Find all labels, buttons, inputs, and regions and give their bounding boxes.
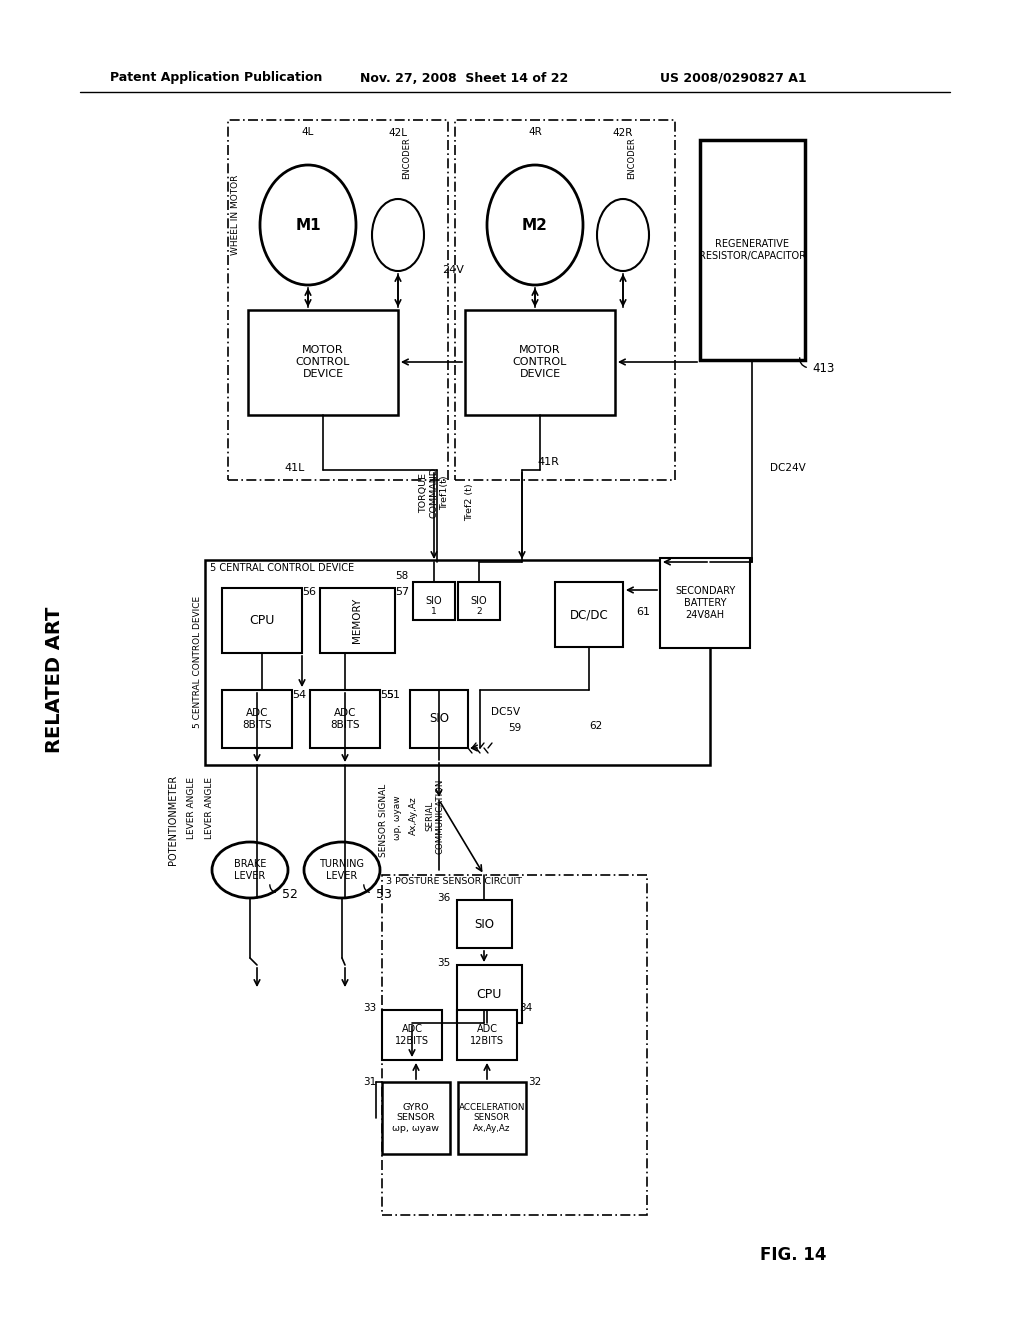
Text: 56: 56	[302, 587, 316, 597]
Text: MOTOR
CONTROL
DEVICE: MOTOR CONTROL DEVICE	[513, 346, 567, 379]
Text: ACCELERATION
SENSOR
Ax,Ay,Az: ACCELERATION SENSOR Ax,Ay,Az	[459, 1104, 525, 1133]
Bar	[458, 582, 500, 620]
Text: SIO: SIO	[429, 713, 449, 726]
Text: US 2008/0290827 A1: US 2008/0290827 A1	[660, 71, 807, 84]
Text: Tref2 (t): Tref2 (t)	[466, 483, 474, 521]
Text: ENCODER: ENCODER	[628, 137, 637, 180]
Text: TORQUE
COMMAND
Tref1(t): TORQUE COMMAND Tref1(t)	[419, 467, 449, 519]
Ellipse shape	[597, 199, 649, 271]
Bar	[457, 1010, 517, 1060]
Text: WHEEL IN MOTOR: WHEEL IN MOTOR	[230, 174, 240, 255]
Text: MOTOR
CONTROL
DEVICE: MOTOR CONTROL DEVICE	[296, 346, 350, 379]
Text: 24V: 24V	[442, 265, 464, 275]
Ellipse shape	[212, 842, 288, 898]
Text: 34: 34	[519, 1003, 532, 1012]
Text: POTENTIONMETER: POTENTIONMETER	[168, 775, 178, 865]
Text: 31: 31	[362, 1077, 376, 1086]
Text: 51: 51	[386, 690, 400, 700]
Bar	[222, 587, 302, 653]
Bar	[382, 1082, 450, 1154]
Text: TURNING
LEVER: TURNING LEVER	[319, 859, 365, 880]
Text: 59: 59	[508, 723, 521, 733]
Text: FIG. 14: FIG. 14	[760, 1246, 826, 1265]
Bar	[457, 900, 512, 948]
Text: Ax,Ay,Az: Ax,Ay,Az	[409, 797, 418, 836]
Text: ADC
12BITS: ADC 12BITS	[470, 1024, 504, 1045]
Text: BRAKE
LEVER: BRAKE LEVER	[233, 859, 266, 880]
Bar	[382, 1010, 442, 1060]
Text: 2: 2	[476, 606, 482, 615]
Ellipse shape	[487, 165, 583, 285]
Bar	[660, 558, 750, 648]
Bar	[222, 690, 292, 748]
Text: 5 CENTRAL CONTROL DEVICE: 5 CENTRAL CONTROL DEVICE	[194, 595, 203, 729]
Text: SIO: SIO	[471, 597, 487, 606]
Bar	[319, 587, 395, 653]
Text: M1: M1	[295, 218, 321, 232]
Bar	[248, 310, 398, 414]
Text: 62: 62	[590, 721, 603, 731]
Ellipse shape	[372, 199, 424, 271]
Bar	[555, 582, 623, 647]
Bar	[455, 120, 675, 480]
Bar	[457, 965, 522, 1023]
Text: M2: M2	[522, 218, 548, 232]
Text: LEVER ANGLE: LEVER ANGLE	[187, 777, 197, 840]
Bar	[310, 690, 380, 748]
Text: 58: 58	[394, 572, 408, 581]
Text: 61: 61	[636, 607, 650, 616]
Text: ADC
8BITS: ADC 8BITS	[243, 709, 271, 730]
Text: SERIAL
COMMUNICATION: SERIAL COMMUNICATION	[425, 779, 444, 854]
Text: LEVER ANGLE: LEVER ANGLE	[206, 777, 214, 840]
Text: 5 CENTRAL CONTROL DEVICE: 5 CENTRAL CONTROL DEVICE	[210, 564, 354, 573]
Text: SIO: SIO	[474, 917, 494, 931]
Bar	[410, 690, 468, 748]
Text: CPU: CPU	[249, 614, 274, 627]
Bar	[458, 1082, 526, 1154]
Text: ωp, ωyaw: ωp, ωyaw	[393, 796, 402, 841]
Bar	[413, 582, 455, 620]
Ellipse shape	[260, 165, 356, 285]
Text: ADC
8BITS: ADC 8BITS	[330, 709, 359, 730]
Text: 52: 52	[282, 888, 298, 902]
Text: 53: 53	[376, 888, 392, 902]
Ellipse shape	[304, 842, 380, 898]
Text: 42L: 42L	[388, 128, 408, 139]
Text: 42R: 42R	[612, 128, 633, 139]
Bar	[205, 560, 710, 766]
Bar	[382, 875, 647, 1214]
Text: DC/DC: DC/DC	[569, 609, 608, 622]
Text: SECONDARY
BATTERY
24V8AH: SECONDARY BATTERY 24V8AH	[675, 586, 735, 619]
Text: 413: 413	[812, 362, 835, 375]
Text: SIO: SIO	[426, 597, 442, 606]
Text: 41R: 41R	[537, 457, 559, 467]
Text: 4L: 4L	[302, 127, 314, 137]
Text: DC24V: DC24V	[770, 463, 806, 473]
Text: SENSOR SIGNAL: SENSOR SIGNAL	[379, 783, 387, 857]
Text: CPU: CPU	[476, 987, 502, 1001]
Text: 33: 33	[362, 1003, 376, 1012]
Text: 35: 35	[437, 958, 450, 968]
Text: 36: 36	[437, 894, 450, 903]
Text: 41L: 41L	[285, 463, 305, 473]
Text: MEMORY: MEMORY	[352, 598, 362, 643]
Text: 55: 55	[380, 690, 394, 700]
Text: RELATED ART: RELATED ART	[45, 607, 65, 754]
Text: 3 POSTURE SENSOR CIRCUIT: 3 POSTURE SENSOR CIRCUIT	[386, 878, 522, 887]
Text: ENCODER: ENCODER	[402, 137, 412, 180]
Text: Nov. 27, 2008  Sheet 14 of 22: Nov. 27, 2008 Sheet 14 of 22	[360, 71, 568, 84]
Text: 4R: 4R	[528, 127, 542, 137]
Text: 32: 32	[528, 1077, 542, 1086]
Text: 1: 1	[431, 606, 437, 615]
Bar	[228, 120, 449, 480]
Text: ADC
12BITS: ADC 12BITS	[395, 1024, 429, 1045]
Text: 57: 57	[395, 587, 410, 597]
Text: GYRO
SENSOR
ωp, ωyaw: GYRO SENSOR ωp, ωyaw	[392, 1104, 439, 1133]
Bar	[700, 140, 805, 360]
Bar	[465, 310, 615, 414]
Text: 54: 54	[292, 690, 306, 700]
Text: DC5V: DC5V	[492, 708, 520, 717]
Text: REGENERATIVE
RESISTOR/CAPACITOR: REGENERATIVE RESISTOR/CAPACITOR	[698, 239, 806, 261]
Text: Patent Application Publication: Patent Application Publication	[110, 71, 323, 84]
